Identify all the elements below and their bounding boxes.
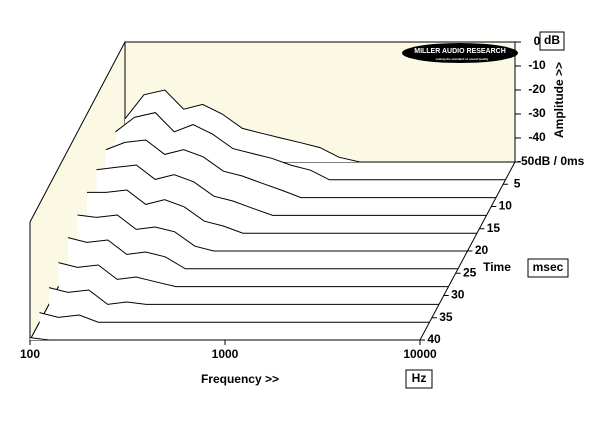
unit-box: [405, 369, 433, 389]
slice: [124, 89, 515, 163]
slice-fill: [87, 190, 477, 234]
y-tick-label: -30: [528, 106, 546, 120]
logo-badge: [402, 43, 518, 63]
x-unit: Hz: [412, 371, 427, 385]
z-label: Time: [483, 260, 511, 274]
slice: [87, 189, 477, 234]
slice-fill: [96, 165, 487, 216]
y-tick-label: -40: [528, 130, 546, 144]
slice: [115, 112, 506, 181]
z-unit: msec: [533, 260, 564, 274]
z-tick-label: 20: [475, 243, 489, 257]
logo-tagline: setting the standard of sound quality: [436, 57, 489, 61]
slice-fill: [39, 312, 430, 323]
unit-box: [539, 31, 565, 51]
y-tick-label: -50dB / 0ms: [517, 154, 585, 168]
x-label: Frequency >>: [201, 372, 279, 386]
slice: [58, 262, 449, 288]
slice-fill: [49, 287, 439, 305]
y-tick-label: -10: [528, 58, 546, 72]
slice-fill: [115, 112, 506, 180]
slice: [29, 337, 420, 341]
x-tick-label: 100: [20, 347, 40, 361]
slice-fill: [77, 215, 468, 251]
y-label: Amplitude >>: [552, 62, 566, 138]
slice: [67, 237, 458, 270]
z-tick-label: 35: [439, 310, 453, 324]
x-tick-label: 10000: [403, 347, 437, 361]
z-tick-label: 5: [514, 176, 521, 190]
slice-fill: [58, 262, 449, 287]
y-tick-label: -20: [528, 82, 546, 96]
slice-fill: [106, 140, 496, 198]
y-unit: dB: [544, 33, 560, 47]
z-tick-label: 25: [463, 265, 477, 279]
slice: [105, 139, 496, 199]
logo: MILLER AUDIO RESEARCH: [414, 48, 506, 55]
slice: [48, 287, 439, 305]
unit-box: [527, 258, 569, 278]
z-tick-label: 15: [487, 221, 501, 235]
slice: [96, 164, 487, 216]
z-tick-label: 10: [499, 199, 513, 213]
slice: [39, 312, 430, 323]
z-tick-label: 30: [451, 288, 465, 302]
y-tick-label: 0: [534, 34, 541, 48]
slice: [77, 214, 468, 252]
z-tick-label: 40: [427, 332, 441, 346]
x-tick-label: 1000: [212, 347, 239, 361]
slice-fill: [68, 237, 458, 269]
